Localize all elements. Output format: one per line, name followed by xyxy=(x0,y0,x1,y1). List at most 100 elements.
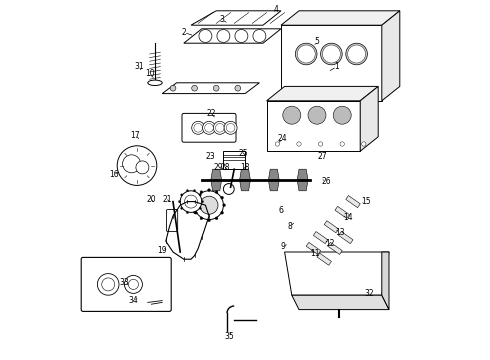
Circle shape xyxy=(314,87,320,93)
Circle shape xyxy=(253,30,266,42)
Polygon shape xyxy=(382,11,400,101)
Circle shape xyxy=(194,123,202,132)
Circle shape xyxy=(185,195,197,208)
Polygon shape xyxy=(240,169,250,180)
Text: 18: 18 xyxy=(240,163,250,172)
Polygon shape xyxy=(211,169,221,180)
Circle shape xyxy=(289,87,294,93)
Circle shape xyxy=(98,274,119,295)
Bar xyxy=(314,231,328,244)
Circle shape xyxy=(235,85,241,91)
Circle shape xyxy=(340,142,344,146)
FancyBboxPatch shape xyxy=(81,257,171,311)
Text: 11: 11 xyxy=(311,249,320,258)
Text: 31: 31 xyxy=(134,62,144,71)
Circle shape xyxy=(365,87,370,93)
Bar xyxy=(324,221,339,233)
Bar xyxy=(223,151,245,169)
Polygon shape xyxy=(292,295,389,310)
Circle shape xyxy=(346,43,368,65)
Circle shape xyxy=(192,121,205,134)
Circle shape xyxy=(283,106,301,124)
Circle shape xyxy=(339,87,345,93)
Circle shape xyxy=(223,184,234,194)
Text: 32: 32 xyxy=(365,289,374,298)
Circle shape xyxy=(213,85,219,91)
Polygon shape xyxy=(162,83,259,94)
Text: 3: 3 xyxy=(219,15,224,24)
Text: 9: 9 xyxy=(280,242,285,251)
Circle shape xyxy=(297,45,315,63)
Circle shape xyxy=(117,146,157,185)
Text: 26: 26 xyxy=(321,177,331,186)
Text: 29: 29 xyxy=(213,163,223,172)
Circle shape xyxy=(235,30,248,42)
Circle shape xyxy=(194,190,196,192)
Polygon shape xyxy=(297,180,308,191)
Text: 33: 33 xyxy=(120,278,129,287)
Circle shape xyxy=(194,211,196,213)
Circle shape xyxy=(208,189,210,192)
Text: 34: 34 xyxy=(128,296,138,305)
Circle shape xyxy=(195,211,197,214)
Text: 4: 4 xyxy=(273,5,278,14)
Circle shape xyxy=(199,194,201,196)
Polygon shape xyxy=(269,169,279,180)
Circle shape xyxy=(195,191,223,220)
Text: 27: 27 xyxy=(318,152,327,161)
Polygon shape xyxy=(267,101,360,151)
Polygon shape xyxy=(269,180,279,191)
Bar xyxy=(328,242,342,255)
Circle shape xyxy=(122,155,141,173)
Circle shape xyxy=(201,201,204,203)
Circle shape xyxy=(220,196,223,199)
Text: 2: 2 xyxy=(181,28,186,37)
Polygon shape xyxy=(360,86,378,151)
Circle shape xyxy=(102,278,115,291)
Circle shape xyxy=(226,123,235,132)
Polygon shape xyxy=(382,252,389,310)
Text: 21: 21 xyxy=(163,195,172,204)
Circle shape xyxy=(195,196,197,199)
Polygon shape xyxy=(281,25,382,101)
Circle shape xyxy=(215,191,218,194)
Text: 1: 1 xyxy=(335,62,339,71)
Text: 13: 13 xyxy=(336,228,345,237)
Circle shape xyxy=(200,191,203,194)
Text: 35: 35 xyxy=(224,332,234,341)
Circle shape xyxy=(308,106,326,124)
Polygon shape xyxy=(191,11,281,25)
Text: 19: 19 xyxy=(157,246,167,255)
Polygon shape xyxy=(281,11,400,25)
Text: 17: 17 xyxy=(130,131,140,140)
Text: 6: 6 xyxy=(278,206,283,215)
Circle shape xyxy=(297,142,301,146)
Text: 22: 22 xyxy=(206,109,216,118)
Text: 5: 5 xyxy=(315,37,319,46)
Circle shape xyxy=(320,43,342,65)
Polygon shape xyxy=(211,180,221,191)
Polygon shape xyxy=(240,180,250,191)
Bar xyxy=(335,206,349,219)
Circle shape xyxy=(220,211,223,214)
Circle shape xyxy=(215,217,218,220)
FancyBboxPatch shape xyxy=(167,210,178,231)
Text: 8: 8 xyxy=(288,222,293,231)
Circle shape xyxy=(222,204,225,207)
Text: 23: 23 xyxy=(206,152,216,161)
Circle shape xyxy=(178,201,180,203)
Circle shape xyxy=(217,30,230,42)
Text: 14: 14 xyxy=(343,213,352,222)
Circle shape xyxy=(181,207,183,210)
Polygon shape xyxy=(267,86,378,101)
Bar xyxy=(346,195,360,208)
Circle shape xyxy=(200,217,203,220)
Circle shape xyxy=(347,45,366,63)
Circle shape xyxy=(170,85,176,91)
Circle shape xyxy=(213,121,226,134)
FancyBboxPatch shape xyxy=(182,113,236,142)
Circle shape xyxy=(200,196,218,214)
Polygon shape xyxy=(297,169,308,180)
Bar xyxy=(339,231,353,244)
Circle shape xyxy=(136,161,149,174)
